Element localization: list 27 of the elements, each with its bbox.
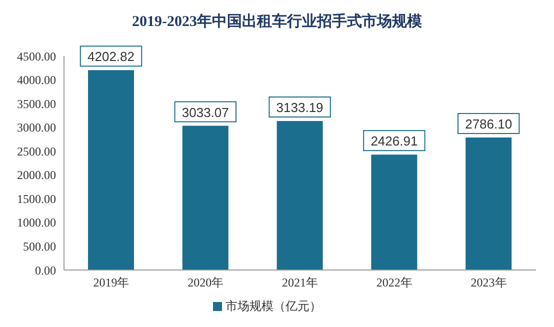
chart-title: 2019-2023年中国出租车行业招手式市场规模 <box>131 12 423 32</box>
y-tick-label: 4000.00 <box>17 73 56 88</box>
data-label: 3033.07 <box>182 104 229 120</box>
y-tick-label: 500.00 <box>23 239 56 254</box>
bar <box>182 126 228 270</box>
legend-label: 市场规模（亿元） <box>226 299 322 313</box>
x-tick-label: 2020年 <box>188 276 224 290</box>
data-label: 3133.19 <box>276 100 324 115</box>
y-tick-label: 3500.00 <box>17 96 56 111</box>
y-tick-label: 2000.00 <box>17 168 56 182</box>
data-label: 4202.82 <box>88 49 134 64</box>
x-tick-label: 2021年 <box>282 276 318 290</box>
bar <box>88 70 134 270</box>
y-tick-label: 0.00 <box>35 263 56 278</box>
bar <box>466 138 512 270</box>
bar <box>276 121 323 270</box>
x-tick-label: 2023年 <box>470 276 507 290</box>
y-tick-label: 1500.00 <box>17 192 56 206</box>
y-tick-label: 3000.00 <box>17 120 56 135</box>
y-tick-label: 2500.00 <box>17 144 56 158</box>
y-tick-label: 4500.00 <box>17 49 56 64</box>
x-tick-label: 2019年 <box>93 276 130 290</box>
data-label: 2426.91 <box>370 134 418 149</box>
y-tick-label: 1000.00 <box>17 216 56 230</box>
bar <box>371 154 418 270</box>
x-tick-label: 2022年 <box>376 276 412 290</box>
data-label: 2786.10 <box>465 116 512 132</box>
